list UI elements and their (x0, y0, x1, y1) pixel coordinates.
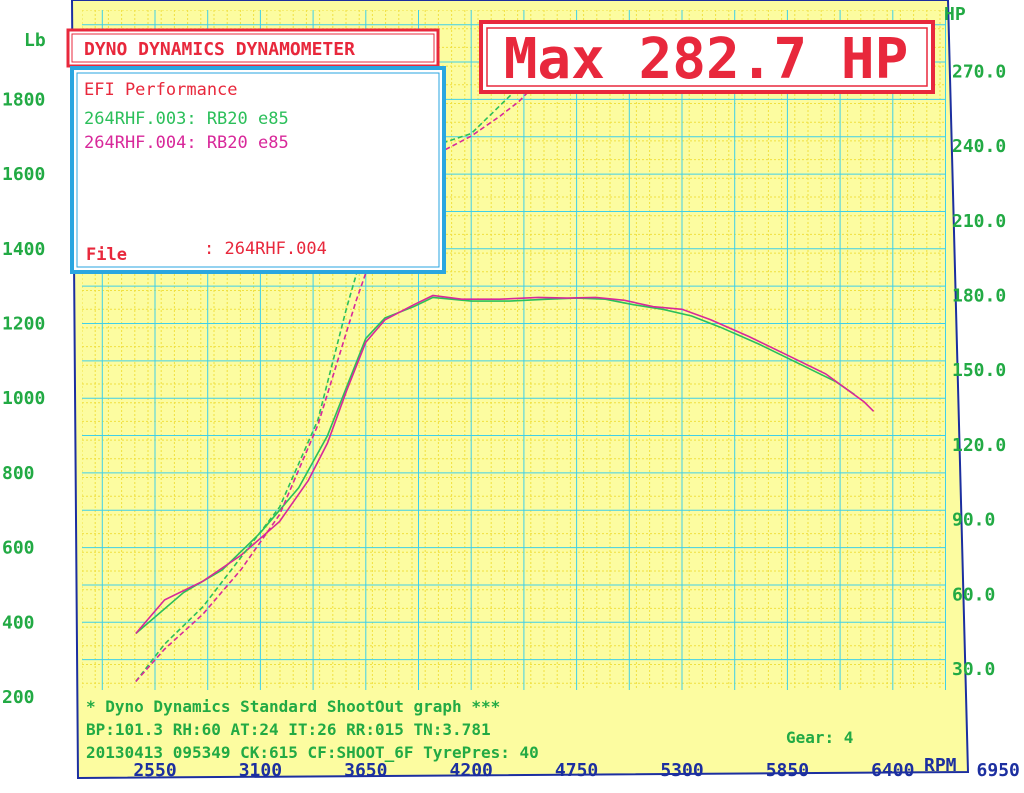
brand-header: DYNO DYNAMICS DYNAMOMETER (66, 28, 440, 68)
legend-run1: 264RHF.003: RB20 e85 (84, 109, 289, 129)
max-hp-value: Max 282.7 HP (504, 27, 909, 92)
axis-ticks: 200 400 600 800 1000 1200 1400 1600 1800 30.0 60.0… (2, 61, 1020, 781)
x-tick-label: 5850 (766, 760, 809, 781)
file-label: File (86, 245, 127, 265)
footer-info: * Dyno Dynamics Standard ShootOut graph … (86, 697, 853, 762)
y-left-tick-label: 600 (2, 538, 35, 559)
y-right-tick-label: 240.0 (952, 136, 1006, 157)
shop-name: EFI Performance (84, 80, 238, 100)
y-right-axis-label: HP (944, 4, 966, 25)
max-hp-box: Max 282.7 HP (479, 20, 935, 94)
y-right-tick-label: 150.0 (952, 360, 1006, 381)
y-left-tick-label: 800 (2, 463, 35, 484)
file-value: : 264RHF.004 (204, 239, 327, 259)
run-info-box: EFI Performance 264RHF.003: RB20 e85 264… (70, 66, 446, 274)
series-line-lb-2 (135, 294, 875, 635)
y-left-tick-label: 200 (2, 687, 35, 708)
y-left-tick-label: 1000 (2, 388, 45, 409)
y-right-tick-label: 210.0 (952, 211, 1006, 232)
footer-line-3: 20130413 095349 CK:615 CF:SHOOT_6F TyreP… (86, 743, 539, 762)
y-left-tick-label: 1800 (2, 89, 45, 110)
footer-line-1: * Dyno Dynamics Standard ShootOut graph … (86, 697, 500, 716)
brand-title: DYNO DYNAMICS DYNAMOMETER (84, 39, 355, 60)
series-line-hp-4 (135, 50, 568, 683)
x-tick-label: 5300 (660, 760, 703, 781)
y-right-tick-label: 60.0 (952, 584, 995, 605)
x-tick-label: 3100 (239, 760, 282, 781)
x-tick-label: 4200 (450, 760, 493, 781)
y-right-tick-label: 270.0 (952, 61, 1006, 82)
y-left-tick-label: 1400 (2, 239, 45, 260)
x-tick-label: 6950 (977, 760, 1020, 781)
x-tick-label: 4750 (555, 760, 598, 781)
y-left-axis-label: Lb (24, 30, 46, 51)
y-right-tick-label: 90.0 (952, 510, 995, 531)
y-right-tick-label: 30.0 (952, 659, 995, 680)
footer-line-2: BP:101.3 RH:60 AT:24 IT:26 RR:015 TN:3.7… (86, 720, 491, 739)
y-left-tick-label: 1600 (2, 164, 45, 185)
x-tick-label: 2550 (133, 760, 176, 781)
series-line-lb-1 (135, 296, 855, 635)
gear-indicator: Gear: 4 (786, 728, 853, 747)
x-tick-label: 3650 (344, 760, 387, 781)
y-right-tick-label: 120.0 (952, 435, 1006, 456)
y-left-tick-label: 1200 (2, 314, 45, 335)
x-axis-label: RPM (924, 755, 957, 776)
y-right-tick-label: 180.0 (952, 286, 1006, 307)
legend-run2: 264RHF.004: RB20 e85 (84, 133, 289, 153)
x-tick-label: 6400 (871, 760, 914, 781)
y-left-tick-label: 400 (2, 612, 35, 633)
